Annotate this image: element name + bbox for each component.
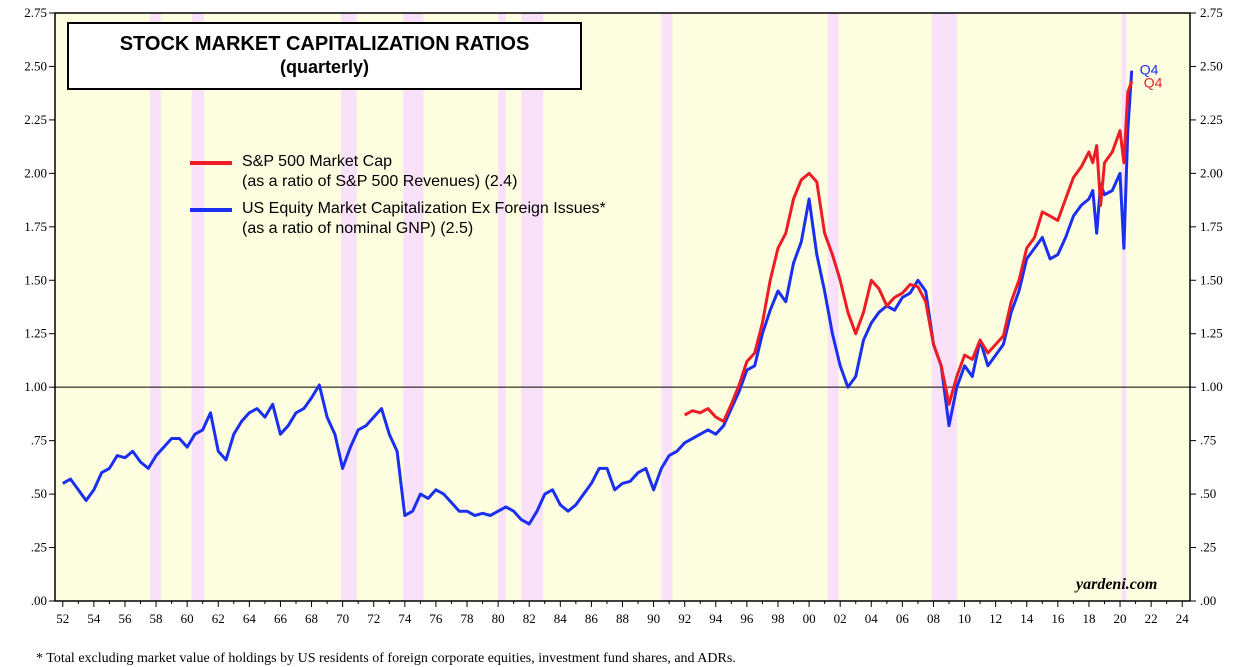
series-lines	[62, 70, 1134, 526]
y-tick-label-left: 2.00	[24, 165, 47, 180]
x-tick-label: 22	[1145, 611, 1158, 626]
footnote: * Total excluding market value of holdin…	[36, 651, 736, 666]
x-tick-label: 54	[87, 611, 101, 626]
recession-band	[827, 13, 839, 601]
x-tick-label: 16	[1051, 611, 1065, 626]
y-tick-label-left: 2.50	[24, 58, 47, 73]
legend-item-us-equity: US Equity Market Capitalization Ex Forei…	[190, 199, 606, 239]
y-tick-label-right: 2.50	[1200, 58, 1223, 73]
y-tick-label-left: 1.75	[24, 219, 47, 234]
x-tick-label: 20	[1114, 611, 1127, 626]
y-tick-label-right: .75	[1200, 433, 1216, 448]
y-tick-label-right: 2.00	[1200, 165, 1223, 180]
x-tick-label: 72	[367, 611, 380, 626]
recession-band	[341, 13, 357, 601]
x-tick-label: 96	[740, 611, 754, 626]
x-tick-label: 78	[461, 611, 474, 626]
legend-swatch-sp500	[190, 161, 232, 165]
x-tick-label: 56	[118, 611, 132, 626]
legend-label-us-equity: US Equity Market Capitalization Ex Forei…	[242, 200, 606, 217]
plot-background	[55, 13, 1190, 601]
y-tick-label-left: 1.00	[24, 379, 47, 394]
legend-swatch-us-equity	[190, 208, 232, 212]
x-tick-label: 98	[771, 611, 784, 626]
y-tick-label-right: .25	[1200, 540, 1216, 555]
recession-band	[403, 13, 424, 601]
chart-title-box: STOCK MARKET CAPITALIZATION RATIOS (quar…	[67, 22, 582, 90]
y-tick-label-right: 1.50	[1200, 272, 1223, 287]
y-tick-label-left: 2.75	[24, 5, 47, 20]
y-tick-label-right: 1.00	[1200, 379, 1223, 394]
legend-item-sp500: S&P 500 Market Cap (as a ratio of S&P 50…	[190, 152, 606, 192]
x-tick-label: 82	[523, 611, 536, 626]
x-tick-label: 10	[958, 611, 971, 626]
y-tick-label-left: 1.50	[24, 272, 47, 287]
y-tick-label-left: 1.25	[24, 326, 47, 341]
y-tick-label-left: .50	[31, 486, 47, 501]
x-tick-label: 60	[181, 611, 194, 626]
y-tick-label-right: 1.25	[1200, 326, 1223, 341]
recession-bands	[149, 13, 1127, 601]
x-tick-label: 76	[429, 611, 443, 626]
x-tick-label: 52	[56, 611, 69, 626]
end-label-sp500: Q4	[1144, 74, 1163, 90]
y-tick-label-left: 2.25	[24, 112, 47, 127]
x-tick-label: 66	[274, 611, 288, 626]
legend-sublabel-sp500: (as a ratio of S&P 500 Revenues) (2.4)	[242, 173, 518, 190]
axis-ticks: .00 .00 .25 .25 .50 .50 .75 .75 1.00 1.00 1.25 1.25…	[24, 5, 1223, 626]
y-tick-label-left: .25	[31, 540, 47, 555]
recession-band	[931, 13, 957, 601]
recession-band	[191, 13, 205, 601]
x-tick-label: 94	[709, 611, 723, 626]
y-tick-label-right: 1.75	[1200, 219, 1223, 234]
recession-band	[498, 13, 506, 601]
x-tick-label: 14	[1020, 611, 1034, 626]
y-tick-label-left: .00	[31, 593, 47, 608]
x-tick-label: 70	[336, 611, 349, 626]
x-tick-label: 84	[554, 611, 568, 626]
x-tick-label: 88	[616, 611, 629, 626]
x-tick-label: 08	[927, 611, 940, 626]
recession-band	[1121, 13, 1127, 601]
watermark: yardeni.com	[1076, 576, 1158, 593]
y-tick-label-left: .75	[31, 433, 47, 448]
recession-band	[149, 13, 161, 601]
y-tick-label-right: .00	[1200, 593, 1216, 608]
x-tick-label: 00	[803, 611, 816, 626]
x-tick-label: 12	[989, 611, 1002, 626]
x-tick-label: 68	[305, 611, 318, 626]
chart-title: STOCK MARKET CAPITALIZATION RATIOS	[119, 33, 530, 55]
x-tick-label: 86	[585, 611, 599, 626]
x-tick-label: 02	[834, 611, 847, 626]
x-tick-label: 04	[865, 611, 879, 626]
legend-label-sp500: S&P 500 Market Cap	[242, 153, 393, 170]
x-tick-label: 74	[398, 611, 412, 626]
chart-subtitle: (quarterly)	[279, 57, 369, 77]
series-line-sp500	[683, 80, 1134, 423]
x-tick-label: 18	[1082, 611, 1095, 626]
recession-band	[661, 13, 673, 601]
end-label-us-equity: Q4	[1140, 62, 1159, 78]
recession-band	[521, 13, 544, 601]
y-tick-label-right: .50	[1200, 486, 1216, 501]
series-line-us-equity	[62, 70, 1134, 526]
x-tick-label: 80	[492, 611, 505, 626]
x-tick-label: 24	[1176, 611, 1190, 626]
x-tick-label: 90	[647, 611, 660, 626]
x-tick-label: 06	[896, 611, 910, 626]
legend: S&P 500 Market Cap (as a ratio of S&P 50…	[190, 152, 606, 246]
x-tick-label: 58	[150, 611, 163, 626]
x-tick-label: 64	[243, 611, 257, 626]
x-tick-label: 62	[212, 611, 225, 626]
y-tick-label-right: 2.25	[1200, 112, 1223, 127]
x-tick-label: 92	[678, 611, 691, 626]
y-tick-label-right: 2.75	[1200, 5, 1223, 20]
legend-sublabel-us-equity: (as a ratio of nominal GNP) (2.5)	[242, 220, 474, 237]
